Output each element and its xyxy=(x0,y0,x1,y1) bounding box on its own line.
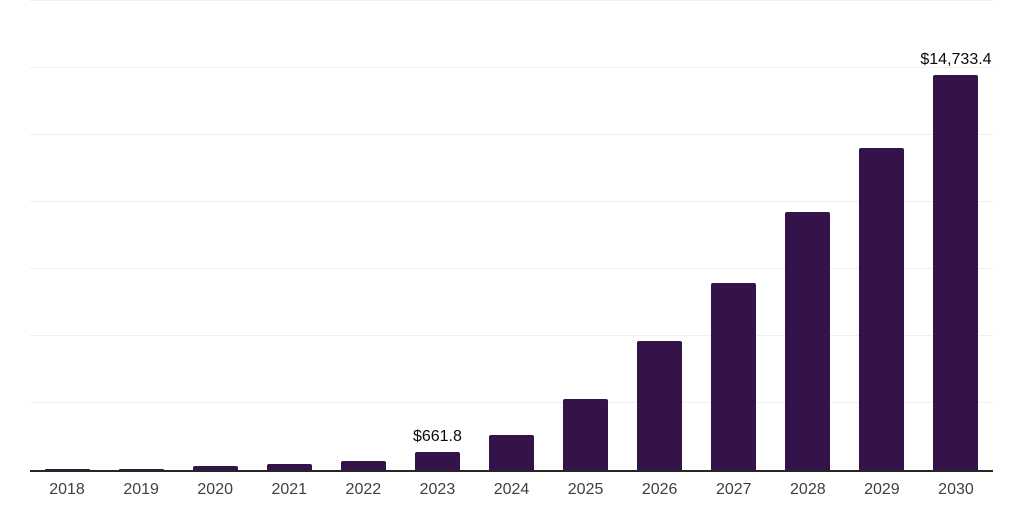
bar-series: $661.8 $14,733.4 xyxy=(30,0,993,470)
data-label-2030: $14,733.4 xyxy=(920,51,992,68)
bar-2022 xyxy=(340,461,386,470)
bar-2029 xyxy=(859,148,905,470)
gridline xyxy=(30,268,993,269)
bar-2027 xyxy=(711,283,757,470)
gridline xyxy=(30,134,993,135)
gridline xyxy=(30,335,993,336)
x-tick-label-2019: 2019 xyxy=(123,481,159,498)
data-label-2023: $661.8 xyxy=(412,428,462,445)
bar-2020 xyxy=(192,466,238,470)
x-tick-label-2025: 2025 xyxy=(567,481,604,498)
plot-area: $661.8 $14,733.4 xyxy=(30,0,993,472)
x-tick-label-2027: 2027 xyxy=(715,481,752,498)
bar-2025 xyxy=(563,399,609,470)
bar-column-2023: $661.8 xyxy=(400,0,474,470)
x-tick-label-2018: 2018 xyxy=(49,481,85,498)
bar-column-2029 xyxy=(845,0,919,470)
bar-column-2019 xyxy=(104,0,178,470)
x-tick-label-2022: 2022 xyxy=(345,481,382,498)
bar-column-2022 xyxy=(326,0,400,470)
x-tick-label-2020: 2020 xyxy=(197,481,233,498)
bar-column-2030: $14,733.4 xyxy=(919,0,993,470)
gridline xyxy=(30,402,993,403)
bar-column-2018 xyxy=(30,0,104,470)
bar-2019 xyxy=(118,469,164,470)
gridline xyxy=(30,201,993,202)
x-tick-label-2029: 2029 xyxy=(864,481,900,498)
bar-2030 xyxy=(933,75,979,470)
x-tick-label-2021: 2021 xyxy=(271,481,308,498)
bar-2021 xyxy=(266,464,312,470)
bar-column-2027 xyxy=(697,0,771,470)
bar-column-2025 xyxy=(549,0,623,470)
bar-2018 xyxy=(44,469,90,470)
x-tick-label-2023: 2023 xyxy=(419,481,456,498)
bar-column-2021 xyxy=(252,0,326,470)
x-tick-label-2028: 2028 xyxy=(790,481,826,498)
bar-2024 xyxy=(489,435,534,470)
x-tick-label-2024: 2024 xyxy=(493,481,530,498)
bar-2026 xyxy=(637,341,683,470)
x-tick-label-2030: 2030 xyxy=(938,481,974,498)
bar-column-2020 xyxy=(178,0,252,470)
bar-2028 xyxy=(785,212,831,470)
x-axis-tick-labels: 2018 2019 2020 2021 2022 2023 2024 2025 2026 2027… xyxy=(30,480,993,500)
bar-column-2024 xyxy=(474,0,548,470)
gridline xyxy=(30,0,993,1)
gridline xyxy=(30,67,993,68)
bar-column-2028 xyxy=(771,0,845,470)
x-tick-label-2026: 2026 xyxy=(641,481,678,498)
bar-2023 xyxy=(414,452,460,470)
bar-column-2026 xyxy=(623,0,697,470)
